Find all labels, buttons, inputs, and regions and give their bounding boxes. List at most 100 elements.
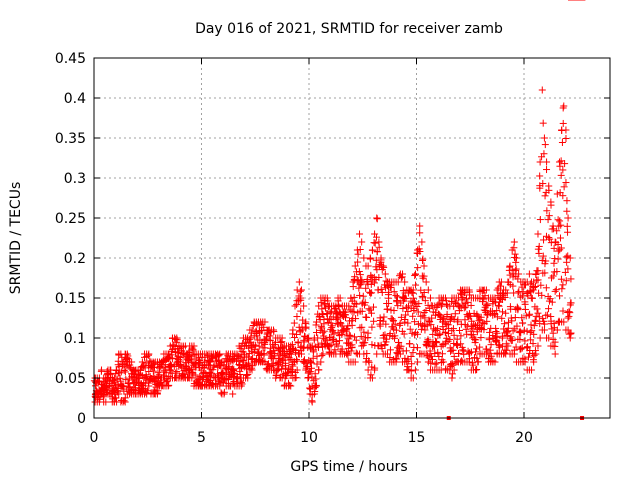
data-point: [542, 257, 550, 265]
data-point: [396, 321, 404, 329]
data-point: [409, 374, 417, 382]
data-point: [263, 335, 271, 343]
data-point: [444, 330, 452, 338]
data-point: [549, 329, 557, 337]
data-point: [564, 228, 572, 236]
data-point: [114, 357, 122, 365]
data-point: [450, 331, 458, 339]
data-point: [529, 340, 537, 348]
data-point: [310, 390, 318, 398]
data-point: [164, 350, 172, 358]
data-point: [516, 327, 524, 335]
data-point: [187, 365, 195, 373]
data-point: [414, 330, 422, 338]
data-point: [373, 233, 381, 241]
data-point: [368, 246, 376, 254]
data-point: [434, 301, 442, 309]
y-tick-label: 0.25: [55, 211, 86, 227]
data-point: [308, 364, 316, 372]
data-point: [338, 330, 346, 338]
x-tick-label: 5: [197, 430, 206, 446]
data-point: [459, 293, 467, 301]
data-point: [260, 339, 268, 347]
data-point: [464, 298, 472, 306]
data-point: [179, 349, 187, 357]
data-point: [458, 357, 466, 365]
data-point: [508, 317, 516, 325]
data-point: [434, 325, 442, 333]
data-point: [504, 342, 512, 350]
data-point: [402, 347, 410, 355]
data-point: [422, 307, 430, 315]
data-point: [557, 244, 565, 252]
data-point: [168, 355, 176, 363]
data-point: [497, 282, 505, 290]
data-point: [438, 350, 446, 358]
data-point: [560, 318, 568, 326]
data-point: [373, 214, 381, 222]
data-point: [373, 215, 381, 223]
data-point: [411, 366, 419, 374]
data-point: [486, 346, 494, 354]
data-point: [272, 371, 280, 379]
data-point: [557, 171, 565, 179]
data-point: [364, 334, 372, 342]
data-point: [373, 248, 381, 256]
data-point: [231, 369, 239, 377]
data-point: [460, 304, 468, 312]
data-point: [229, 365, 237, 373]
chart-title: Day 016 of 2021, SRMTID for receiver zam…: [195, 21, 503, 37]
data-point: [564, 314, 572, 322]
data-point: [112, 394, 120, 402]
data-point: [421, 326, 429, 334]
data-point: [399, 270, 407, 278]
y-tick-label: 0.2: [64, 251, 86, 267]
data-point: [555, 158, 563, 166]
data-point: [500, 320, 508, 328]
data-point: [399, 294, 407, 302]
data-point: [530, 351, 538, 359]
data-point: [278, 356, 286, 364]
x-tick-label: 0: [90, 430, 99, 446]
data-point: [561, 160, 569, 168]
data-point: [177, 360, 185, 368]
data-point: [412, 281, 420, 289]
data-point: [368, 374, 376, 382]
data-point: [457, 332, 465, 340]
data-point: [492, 328, 500, 336]
data-point: [526, 287, 534, 295]
data-point: [209, 366, 217, 374]
data-point: [274, 360, 282, 368]
data-point: [451, 299, 459, 307]
data-point: [189, 347, 197, 355]
y-tick-label: 0.1: [64, 331, 86, 347]
data-point: [531, 316, 539, 324]
data-point: [122, 376, 130, 384]
data-point: [564, 265, 572, 273]
data-point: [411, 298, 419, 306]
data-point: [534, 276, 542, 284]
data-point: [347, 294, 355, 302]
data-point: [407, 367, 415, 375]
data-point: [502, 309, 510, 317]
data-point: [420, 289, 428, 297]
data-point: [167, 362, 175, 370]
data-point: [330, 330, 338, 338]
data-point: [409, 299, 417, 307]
data-point: [138, 358, 146, 366]
data-point: [539, 180, 547, 188]
data-point: [450, 366, 458, 374]
data-point: [368, 289, 376, 297]
data-point: [528, 294, 536, 302]
data-point: [519, 288, 527, 296]
data-point: [510, 350, 518, 358]
data-point: [348, 343, 356, 351]
data-point: [448, 359, 456, 367]
data-point: [530, 330, 538, 338]
data-point: [427, 359, 435, 367]
data-point: [136, 366, 144, 374]
data-point: [356, 291, 364, 299]
data-point: [470, 320, 478, 328]
data-point: [564, 214, 572, 222]
data-point: [182, 363, 190, 371]
